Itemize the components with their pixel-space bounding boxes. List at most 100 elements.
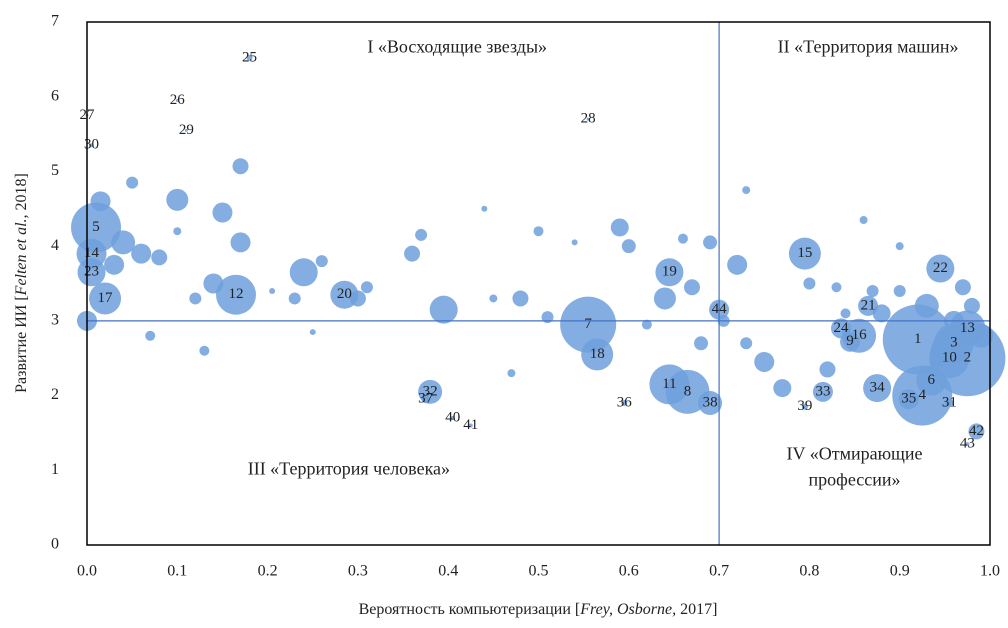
bubble-label: 21 <box>861 297 876 313</box>
quadrant-label: I «Восходящие звезды» <box>367 36 547 56</box>
bubble <box>349 290 366 307</box>
bubble-label: 43 <box>960 436 975 452</box>
bubble <box>541 311 554 324</box>
bubble-label: 36 <box>617 394 633 410</box>
bubble <box>571 239 578 246</box>
bubble <box>489 294 498 303</box>
bubble-label: 9 <box>846 333 854 349</box>
x-axis-title-part: Вероятность компьютеризации [ <box>359 601 581 618</box>
y-tick-label: 3 <box>51 312 59 329</box>
bubble <box>212 202 233 223</box>
bubble <box>71 202 122 253</box>
bubble <box>773 379 792 398</box>
bubble-label: 32 <box>423 383 438 399</box>
bubble-label: 10 <box>942 350 957 366</box>
bubble-label: 31 <box>942 394 957 410</box>
bubble-label: 28 <box>581 111 596 127</box>
x-tick-label: 0.9 <box>890 563 910 580</box>
bubble-label: 14 <box>84 245 100 261</box>
bubble-label: 16 <box>852 327 868 343</box>
bubble <box>812 381 833 402</box>
bubble <box>215 274 256 315</box>
bubble-label: 34 <box>870 380 886 396</box>
bubble-label: 42 <box>969 423 984 439</box>
bubble <box>189 292 202 305</box>
bubble <box>963 297 980 314</box>
bubble-label: 22 <box>933 260 948 276</box>
bubble <box>481 205 488 212</box>
bubble <box>698 391 723 416</box>
bubble <box>677 233 688 244</box>
bubble <box>754 351 775 372</box>
bubble <box>131 243 152 264</box>
x-tick-label: 0.1 <box>167 563 187 580</box>
bubble <box>968 423 985 440</box>
x-axis-title: Вероятность компьютеризации [Frey, Osbor… <box>359 601 718 618</box>
x-axis-title-part: 2017] <box>676 601 717 618</box>
x-tick-label: 1.0 <box>980 563 1000 580</box>
bubble-label: 25 <box>242 49 257 65</box>
bubble <box>246 54 253 61</box>
y-tick-label: 4 <box>51 237 59 254</box>
bubble <box>684 279 701 296</box>
bubble <box>649 364 690 405</box>
bubble <box>727 254 748 275</box>
bubble <box>230 232 251 253</box>
bubble <box>742 186 751 195</box>
bubble <box>512 290 529 307</box>
bubble <box>415 228 428 241</box>
y-tick-label: 0 <box>51 536 59 553</box>
bubble <box>929 338 970 379</box>
bubble <box>945 399 954 408</box>
bubble-label: 4 <box>919 387 927 403</box>
bubble <box>289 258 318 287</box>
bubble <box>831 282 842 293</box>
bubble <box>203 273 224 294</box>
bubble <box>831 318 852 339</box>
quadrant-label: профессии» <box>809 470 901 490</box>
bubble-label: 13 <box>960 320 975 336</box>
bubble-label: 1 <box>914 331 922 347</box>
x-tick-label: 0.8 <box>799 563 819 580</box>
bubble-label: 24 <box>834 320 850 336</box>
bubble <box>421 395 430 404</box>
bubble <box>89 143 94 148</box>
bubble-label: 18 <box>590 346 605 362</box>
bubble <box>77 258 106 287</box>
y-tick-label: 6 <box>51 87 59 104</box>
bubble-label: 8 <box>684 383 692 399</box>
bubble-label: 23 <box>84 264 99 280</box>
bubble <box>173 227 182 236</box>
bubble <box>863 374 892 403</box>
bubble <box>145 330 156 341</box>
bubble-label: 19 <box>662 264 677 280</box>
bubble <box>740 337 753 350</box>
bubble <box>315 255 328 268</box>
bubble <box>968 323 993 348</box>
x-tick-label: 0.4 <box>438 563 458 580</box>
bubble <box>151 249 168 266</box>
bubble <box>586 117 590 121</box>
bubble-label: 6 <box>928 372 936 388</box>
bubble-label: 11 <box>662 376 676 392</box>
plot-frame <box>86 21 991 546</box>
bubble <box>404 245 421 262</box>
bubble-label: 39 <box>797 398 812 414</box>
bubble-label: 35 <box>901 391 916 407</box>
x-tick-label: 0.6 <box>619 563 639 580</box>
bubble <box>468 423 473 428</box>
bubble <box>360 281 373 294</box>
x-tick-label: 0.0 <box>77 563 97 580</box>
y-tick-label: 5 <box>51 162 59 179</box>
bubble <box>801 403 808 410</box>
bubble <box>269 287 276 294</box>
bubble <box>914 293 939 318</box>
bubble <box>450 415 455 420</box>
x-tick-label: 0.2 <box>258 563 278 580</box>
bubble <box>895 242 904 251</box>
bubble <box>610 218 629 237</box>
bubble <box>694 336 709 351</box>
bubble <box>184 128 188 132</box>
quadrant-label: II «Территория машин» <box>778 36 959 56</box>
bubble <box>166 188 189 211</box>
